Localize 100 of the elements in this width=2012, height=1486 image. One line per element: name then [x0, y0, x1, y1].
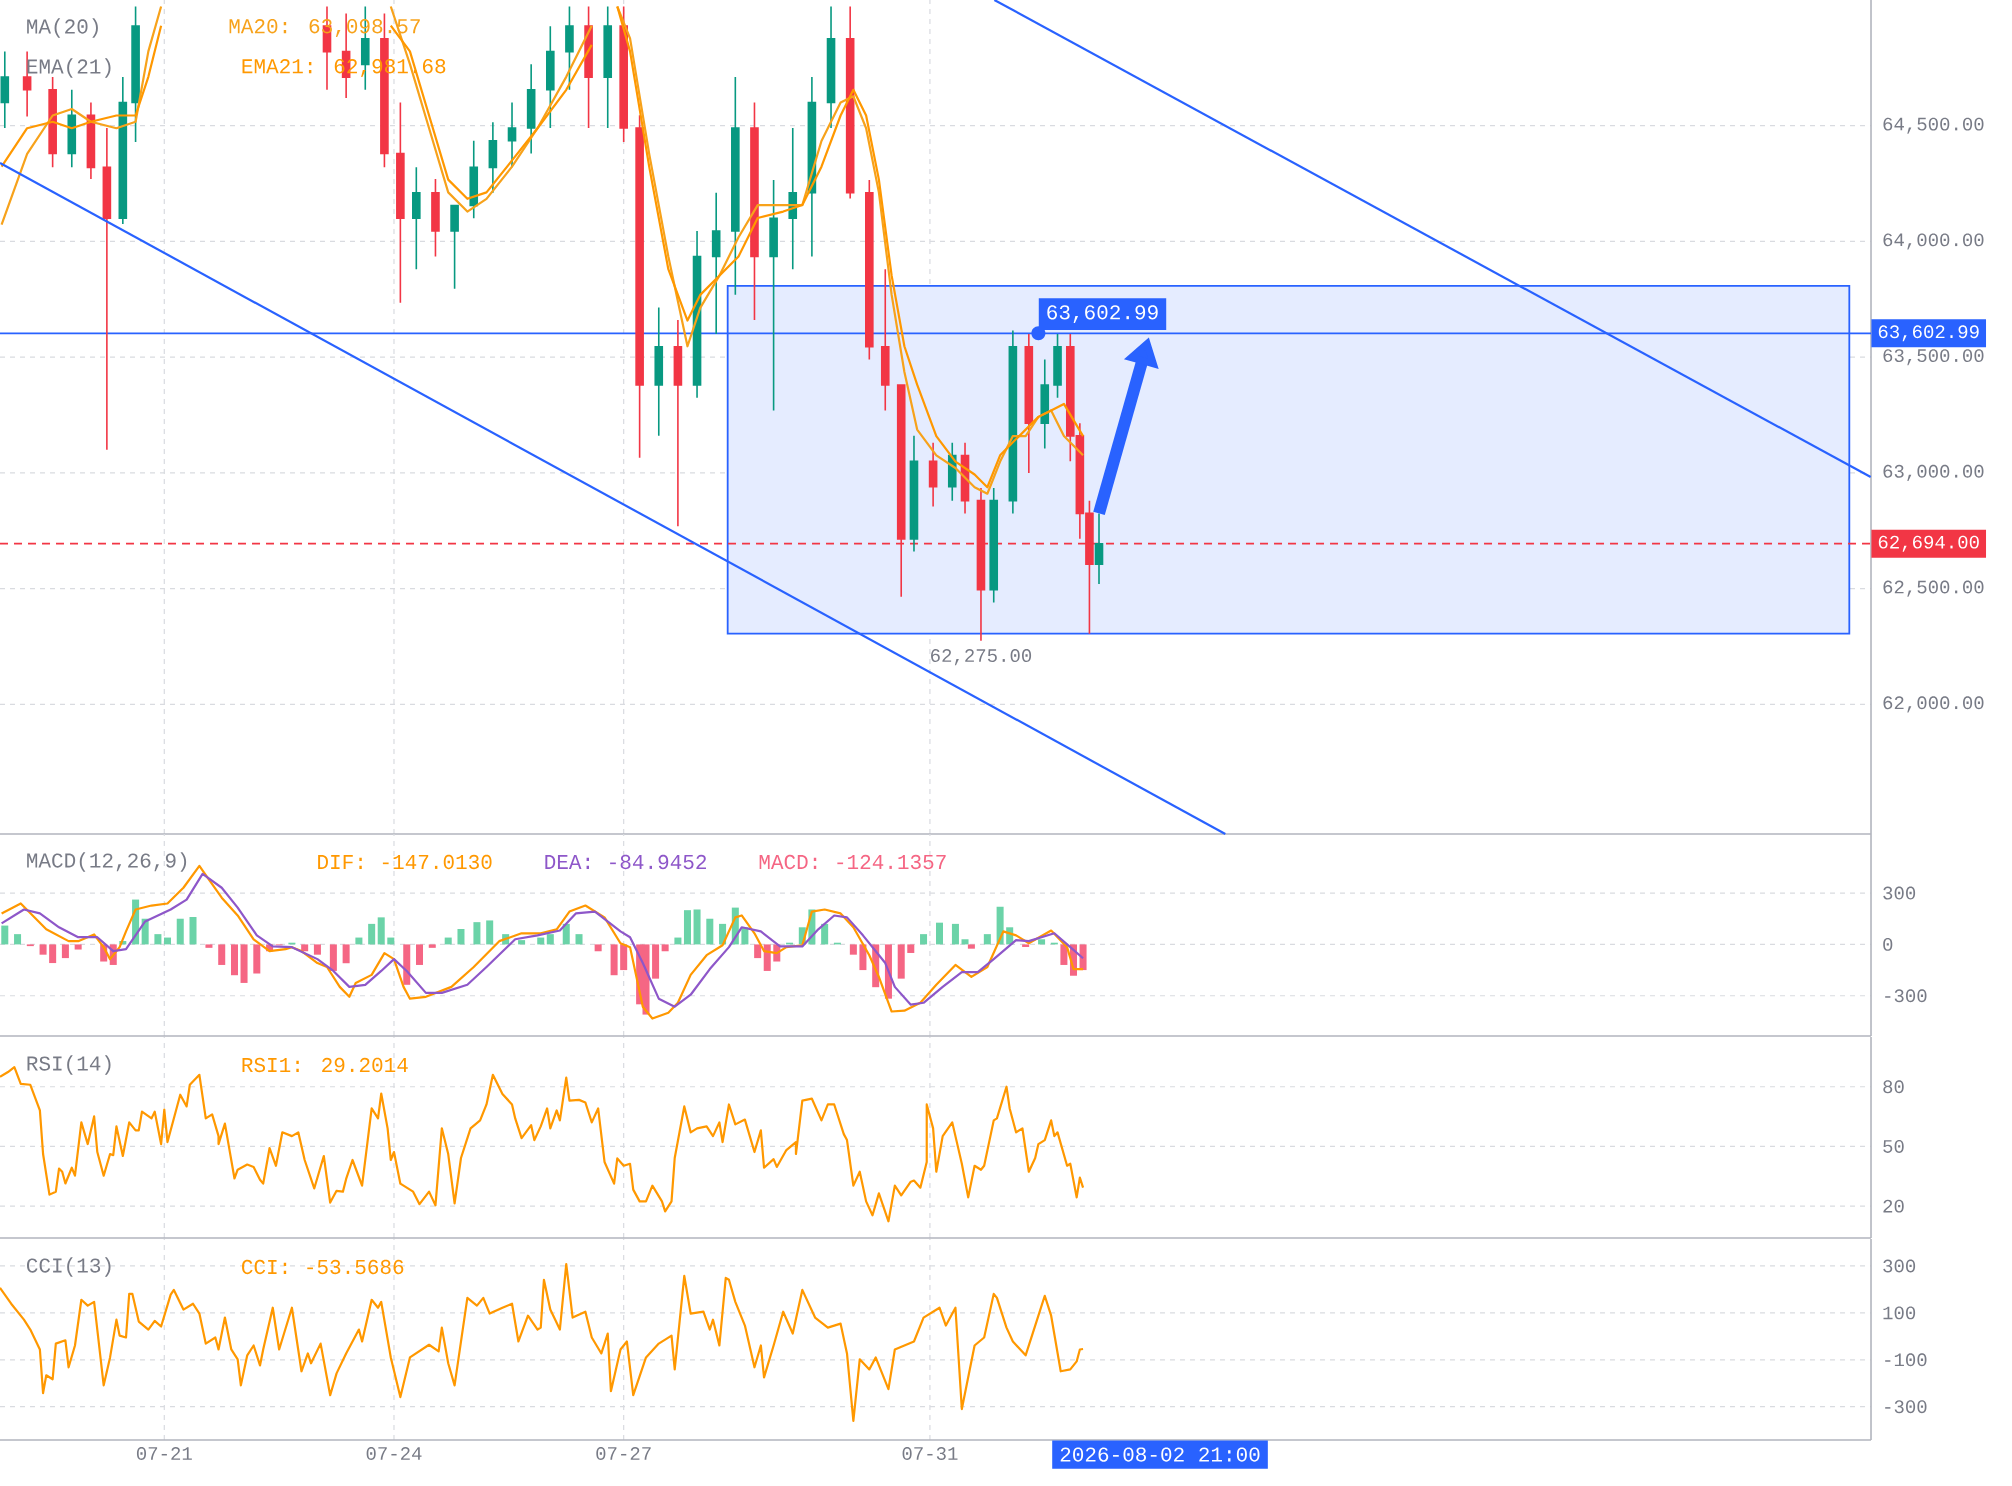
bar [961, 939, 969, 945]
candlestick [989, 487, 999, 604]
candlestick [102, 127, 112, 451]
bar [693, 909, 701, 945]
bar [301, 944, 309, 952]
ref-line-label: 62,694.00 [1878, 535, 1979, 552]
y-tick-label: -100 [1885, 1353, 1927, 1367]
x-tick-label: 07-21 [136, 1447, 192, 1460]
bar [652, 944, 660, 979]
bar [967, 944, 975, 949]
ref-line-label: 63,602.99 [1878, 325, 1979, 342]
candlestick [450, 204, 459, 290]
candlestick [788, 127, 798, 270]
bar [1060, 944, 1068, 965]
bar [14, 934, 22, 945]
bar [546, 934, 554, 945]
y-tick-label: 300 [1883, 886, 1916, 900]
candlestick [750, 101, 759, 321]
bar [473, 922, 481, 945]
candlestick [1040, 358, 1050, 450]
y-tick-label: -300 [1885, 989, 1927, 1003]
annotation: 63,602.99 [1047, 305, 1158, 323]
candlestick [431, 178, 440, 258]
text: CCI(13) [27, 1257, 111, 1277]
y-tick-label: 64,500.00 [1883, 117, 1984, 134]
candlestick [654, 306, 664, 437]
candlestick [619, 5, 628, 143]
bar [610, 944, 618, 976]
candlestick [412, 166, 421, 270]
bar [240, 944, 248, 983]
y-tick-label: 63,000.00 [1883, 464, 1984, 481]
bar [230, 944, 238, 976]
candlestick [928, 442, 938, 508]
bar [859, 944, 867, 971]
candlestick [826, 5, 836, 129]
y-tick-label: 300 [1883, 1259, 1916, 1273]
bar [61, 944, 69, 959]
bar [205, 944, 213, 948]
candlestick [731, 76, 740, 296]
candlestick [880, 268, 890, 412]
bar [313, 944, 321, 955]
bar [821, 923, 829, 945]
bar [951, 923, 959, 945]
y-tick-label: 62,000.00 [1883, 696, 1984, 713]
x-tick-label: 07-31 [902, 1447, 958, 1460]
y-tick-label: -300 [1885, 1400, 1927, 1414]
y-tick-label: 64,000.00 [1883, 233, 1984, 250]
bar [754, 944, 762, 959]
candlestick [673, 319, 683, 527]
bar [486, 920, 494, 945]
bar [1022, 944, 1030, 947]
bar [39, 944, 47, 955]
bar [983, 934, 991, 945]
bar [176, 918, 184, 945]
candlestick [635, 114, 644, 459]
bar [706, 918, 714, 945]
series-label: RSI1: 29.2014 [242, 1057, 408, 1073]
candlestick [469, 139, 479, 220]
bar [154, 934, 162, 945]
bar [683, 910, 691, 945]
series-label: CCI: -53.5686 [242, 1259, 404, 1275]
bar [1, 925, 9, 945]
candlestick [488, 121, 498, 194]
bar [935, 922, 943, 945]
annotation: MA(20) [27, 18, 98, 38]
y-tick-label: 62,500.00 [1883, 580, 1984, 597]
candlestick [565, 5, 574, 91]
candlestick [865, 179, 874, 361]
candlestick [1024, 333, 1034, 474]
candlestick [711, 192, 721, 335]
bar [49, 944, 57, 964]
bar [329, 944, 337, 971]
y-tick-label: 100 [1883, 1306, 1916, 1320]
x-tick-label: 07-27 [596, 1447, 651, 1460]
y-tick-label: 63,500.00 [1883, 349, 1984, 366]
bar [218, 944, 226, 965]
bar [74, 944, 82, 950]
text: DEA: -84.9452 [545, 854, 707, 870]
bar [575, 934, 583, 945]
bar [416, 944, 424, 965]
bar [594, 944, 602, 952]
text: MACD(12,26,9) [27, 852, 187, 872]
bar [920, 934, 928, 945]
bar [253, 944, 261, 974]
bar [849, 944, 857, 955]
x-tick-label: 07-24 [366, 1447, 422, 1460]
candlestick [67, 89, 77, 169]
text: 2026-08-02 21:00 [1060, 1447, 1260, 1462]
bar [457, 929, 465, 945]
bar [377, 917, 385, 945]
y-tick-label: 80 [1883, 1080, 1904, 1094]
candlestick [396, 101, 405, 304]
text: DIF: -147.0130 [318, 854, 492, 870]
candlestick [1094, 512, 1104, 585]
annotation: 62,275.00 [931, 649, 1032, 666]
candlestick [131, 5, 140, 143]
bar [562, 923, 570, 945]
candlestick [0, 50, 10, 129]
bar [620, 944, 628, 971]
text: RSI(14) [27, 1055, 111, 1075]
